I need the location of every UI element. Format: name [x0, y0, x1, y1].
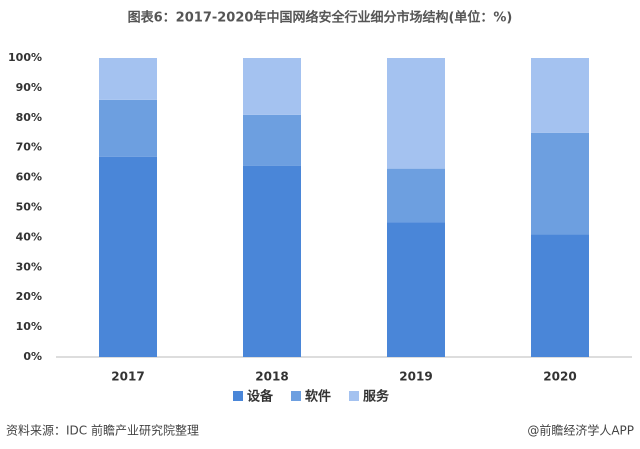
legend-swatch [291, 391, 301, 401]
x-tick-label: 2018 [255, 370, 288, 384]
legend-label: 设备 [247, 389, 274, 405]
credit: @前瞻经济学人APP [527, 423, 634, 438]
bar-segment [99, 156, 157, 357]
bar-segment [243, 114, 301, 166]
x-tick-label: 2017 [111, 370, 144, 384]
y-tick-label: 90% [16, 81, 42, 94]
y-tick-label: 80% [16, 111, 42, 124]
y-tick-label: 0% [23, 350, 42, 363]
bar-segment [99, 58, 157, 100]
source: 资料来源：IDC 前瞻产业研究院整理 [6, 423, 199, 438]
y-tick-label: 30% [16, 260, 42, 273]
bar-segment [243, 58, 301, 115]
legend-swatch [349, 391, 359, 401]
legend-swatch [233, 391, 243, 401]
y-tick-label: 20% [16, 290, 42, 303]
legend-label: 软件 [305, 389, 331, 405]
y-tick-label: 40% [16, 230, 42, 243]
y-tick-label: 50% [16, 201, 42, 214]
legend-label: 服务 [363, 389, 390, 405]
y-tick-label: 10% [16, 320, 42, 333]
bar-segment [243, 165, 301, 357]
chart-title: 图表6：2017-2020年中国网络安全行业细分市场结构(单位：%) [128, 10, 513, 26]
x-tick-label: 2020 [543, 370, 576, 384]
bar-segment [387, 222, 445, 357]
bar-segment [531, 234, 589, 357]
y-tick-label: 100% [8, 51, 42, 64]
x-tick-label: 2019 [399, 370, 432, 384]
y-tick-label: 70% [16, 141, 42, 154]
bar-segment [99, 99, 157, 157]
bar-segment [531, 132, 589, 235]
bar-segment [531, 58, 589, 133]
y-tick-label: 60% [16, 171, 42, 184]
bar-segment [387, 168, 445, 223]
bar-segment [387, 58, 445, 169]
